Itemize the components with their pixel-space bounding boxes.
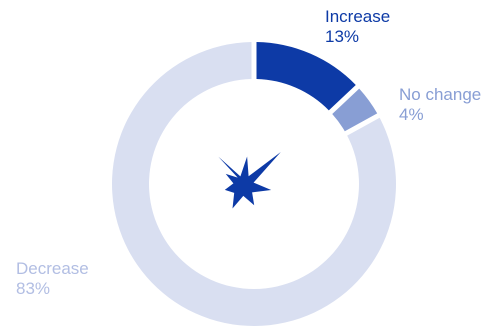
label-decrease-value: 83% [16,279,51,298]
label-no-change-name: No change [399,85,482,104]
label-decrease: Decrease 83% [16,259,89,299]
donut-slices [111,42,397,327]
slice-increase [256,42,356,111]
slice-no-change [332,88,378,132]
label-increase: Increase 13% [325,7,390,47]
label-increase-value: 13% [325,27,360,46]
label-decrease-name: Decrease [16,259,89,278]
label-no-change: No change 4% [399,85,481,125]
label-no-change-value: 4% [399,105,424,124]
starburst-icon [218,152,281,209]
label-increase-name: Increase [325,7,391,26]
